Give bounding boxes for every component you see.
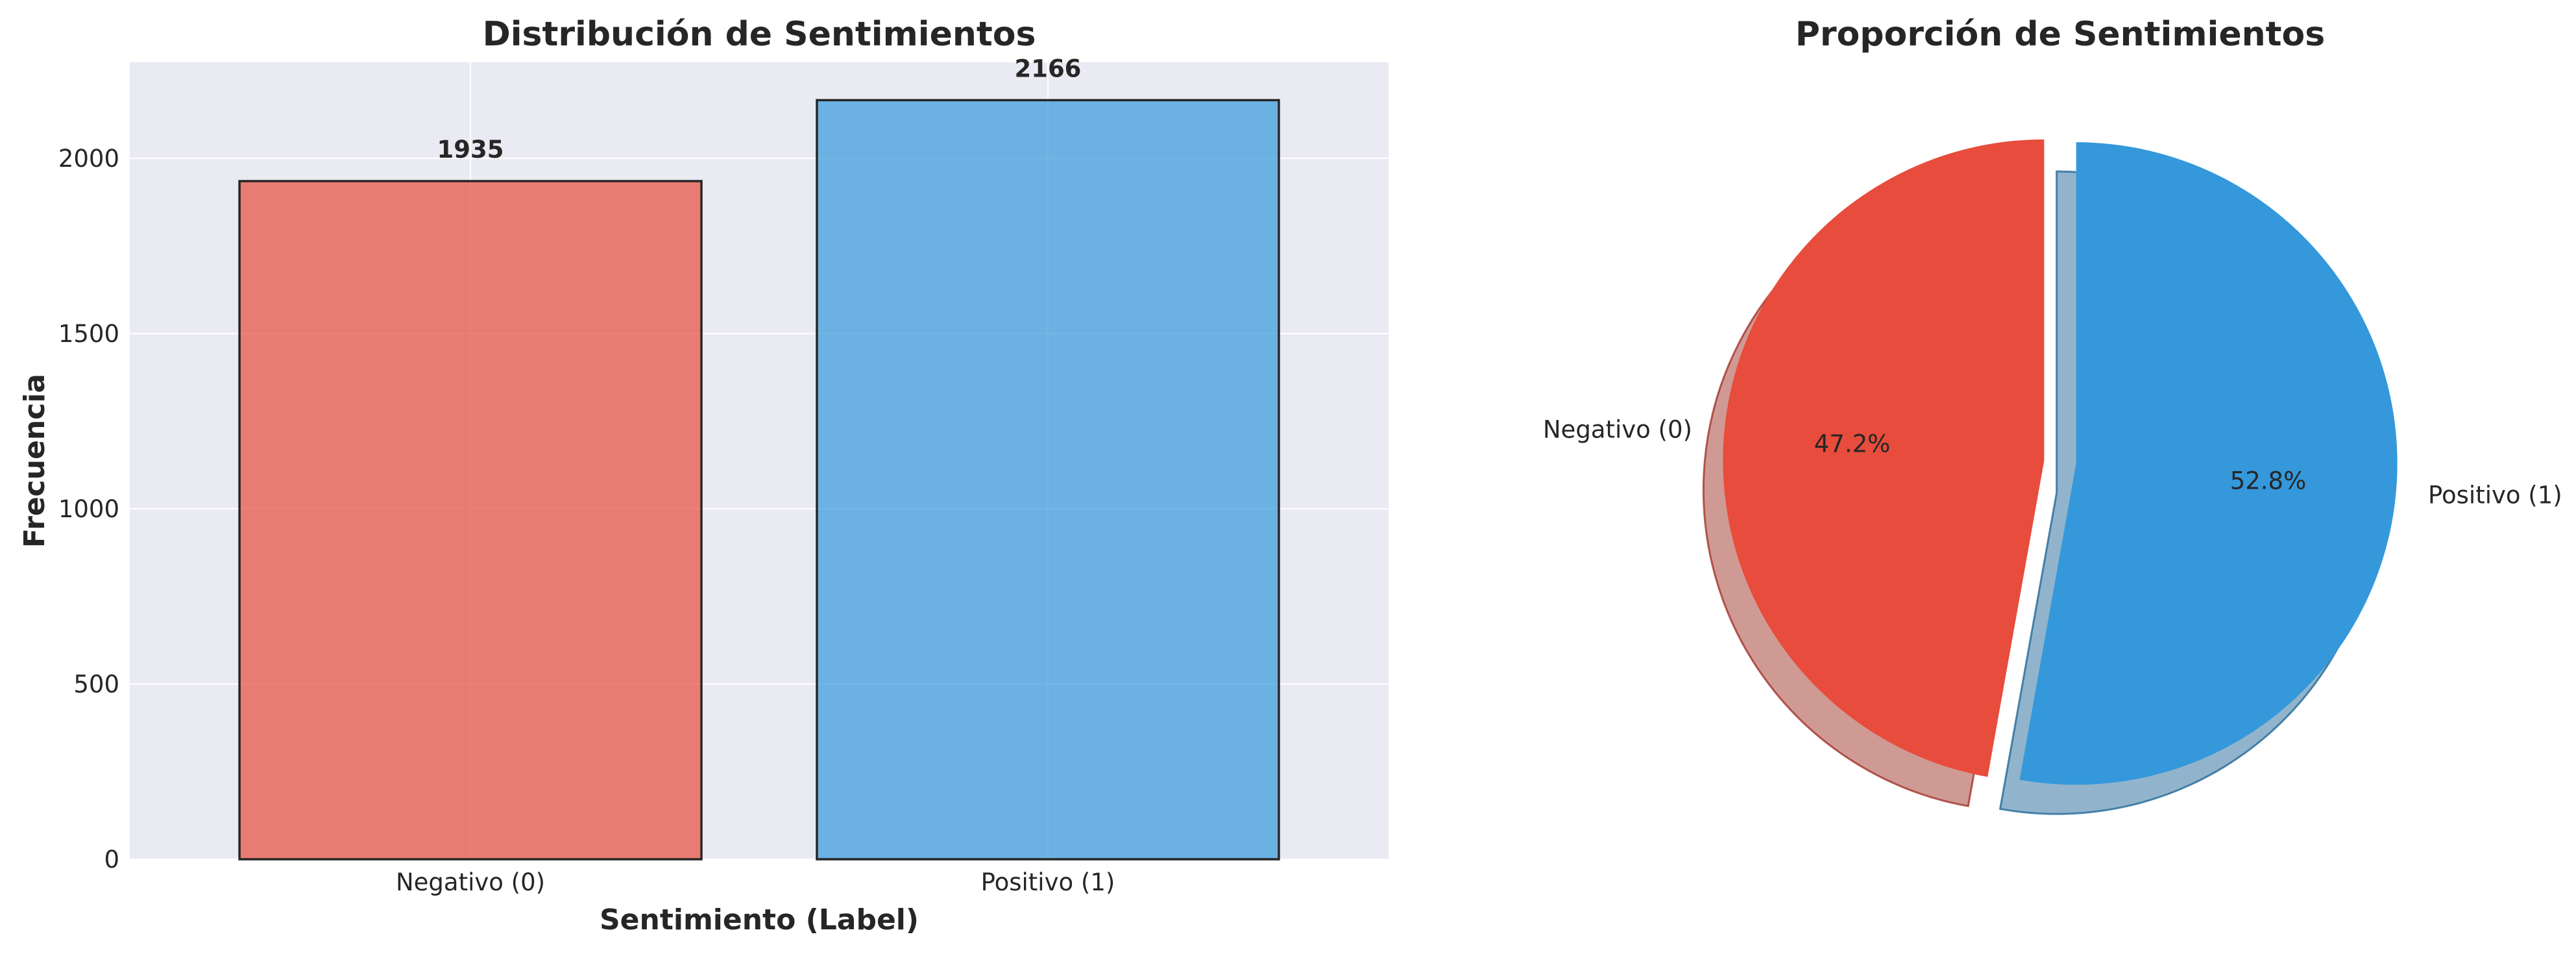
bar-y-tick-labels: 0 500 1000 1500 2000 [58,145,119,874]
pie-slice-label: Positivo (1) [2428,481,2562,509]
bar-x-axis-label: Sentimiento (Label) [600,903,919,936]
bar-x-tick-label: Positivo (1) [981,868,1115,896]
pie-percent-label: 52.8% [2230,467,2307,495]
pie-slice-label: Negativo (0) [1543,416,1692,444]
pie-slice [1723,139,2045,777]
bar-value-label: 1935 [437,136,504,164]
bar-chart: Distribución de Sentimientos 0 500 1000 150… [18,15,1389,936]
bar-x-tick-labels: Negativo (0) Positivo (1) [396,868,1115,896]
pie-percent-label: 47.2% [1814,430,1891,458]
bar-value-labels: 1935 2166 [437,55,1082,164]
pie-slice [2019,142,2398,785]
bar-x-tick-label: Negativo (0) [396,868,545,896]
bar-y-tick-label: 500 [73,670,119,698]
bar-y-tick-label: 0 [104,846,119,874]
bar-value-label: 2166 [1014,55,1081,82]
bar-marks [238,99,1280,861]
bar-y-tick-label: 2000 [58,145,119,173]
pie-labels: Negativo (0) 47.2% Positivo (1) 52.8% [1543,416,2562,509]
bar-y-tick-label: 1000 [58,495,119,523]
bar-y-axis-label: Frecuencia [18,374,51,548]
bar [238,180,703,861]
pie-slices [1723,139,2398,785]
bar [816,99,1280,861]
bar-y-tick-label: 1500 [58,320,119,348]
pie-chart-title: Proporción de Sentimientos [1795,15,2325,54]
pie-chart: Proporción de Sentimientos Negativo (0) 4… [1543,15,2562,815]
bar-chart-title: Distribución de Sentimientos [483,15,1036,54]
